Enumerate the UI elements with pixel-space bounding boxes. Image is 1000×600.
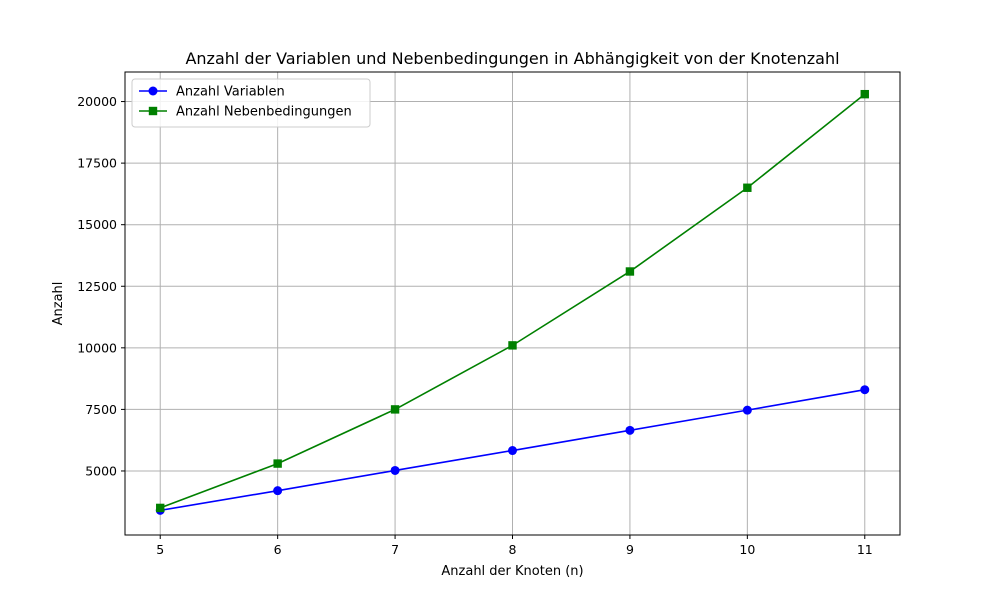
series-2-point	[390, 405, 400, 414]
x-tick-label: 11	[857, 542, 873, 557]
y-tick-label: 10000	[77, 340, 117, 355]
series-2-point	[743, 183, 752, 192]
series-1-point	[273, 486, 283, 496]
series-2-point	[508, 341, 517, 350]
y-axis-label: Anzahl	[51, 282, 66, 326]
legend-label-2: Anzahl Nebenbedingungen	[176, 105, 352, 120]
series-1-point	[742, 405, 752, 415]
x-tick-label: 10	[739, 542, 755, 557]
x-tick-label: 6	[274, 542, 282, 557]
series-2-point	[860, 89, 869, 99]
x-tick-label: 5	[156, 542, 164, 557]
x-axis-label: Anzahl der Knoten (n)	[441, 564, 583, 579]
legend-label-1: Anzahl Variablen	[176, 85, 285, 100]
legend-marker-1	[148, 86, 158, 96]
y-tick-label: 20000	[77, 94, 117, 109]
series-1-point	[508, 446, 517, 456]
y-tick-label: 17500	[77, 156, 117, 171]
y-tick-label: 7500	[85, 402, 117, 417]
series-1-point	[390, 465, 400, 475]
legend-marker-2	[148, 106, 158, 116]
series-1-point	[625, 425, 635, 435]
series-1-point	[860, 385, 870, 395]
y-tick-label: 12500	[77, 279, 117, 294]
series-2-point	[273, 459, 282, 468]
y-tick-label: 15000	[77, 217, 117, 232]
x-tick-label: 8	[509, 542, 517, 557]
series-layer	[155, 89, 870, 515]
legend: Anzahl Variablen Anzahl Nebenbedingungen	[131, 78, 371, 128]
ticks: 5 6 7 8 9 10 11 5000 7500 10000 12500 15000 17500 200…	[77, 94, 872, 557]
y-tick-label: 5000	[85, 463, 117, 478]
series-2-point	[625, 267, 635, 276]
x-tick-label: 7	[391, 542, 399, 557]
x-tick-label: 9	[626, 542, 634, 557]
legend-box	[131, 78, 371, 128]
series-2-point	[156, 503, 165, 513]
chart-title: Anzahl der Variablen und Nebenbedingunge…	[185, 49, 839, 68]
